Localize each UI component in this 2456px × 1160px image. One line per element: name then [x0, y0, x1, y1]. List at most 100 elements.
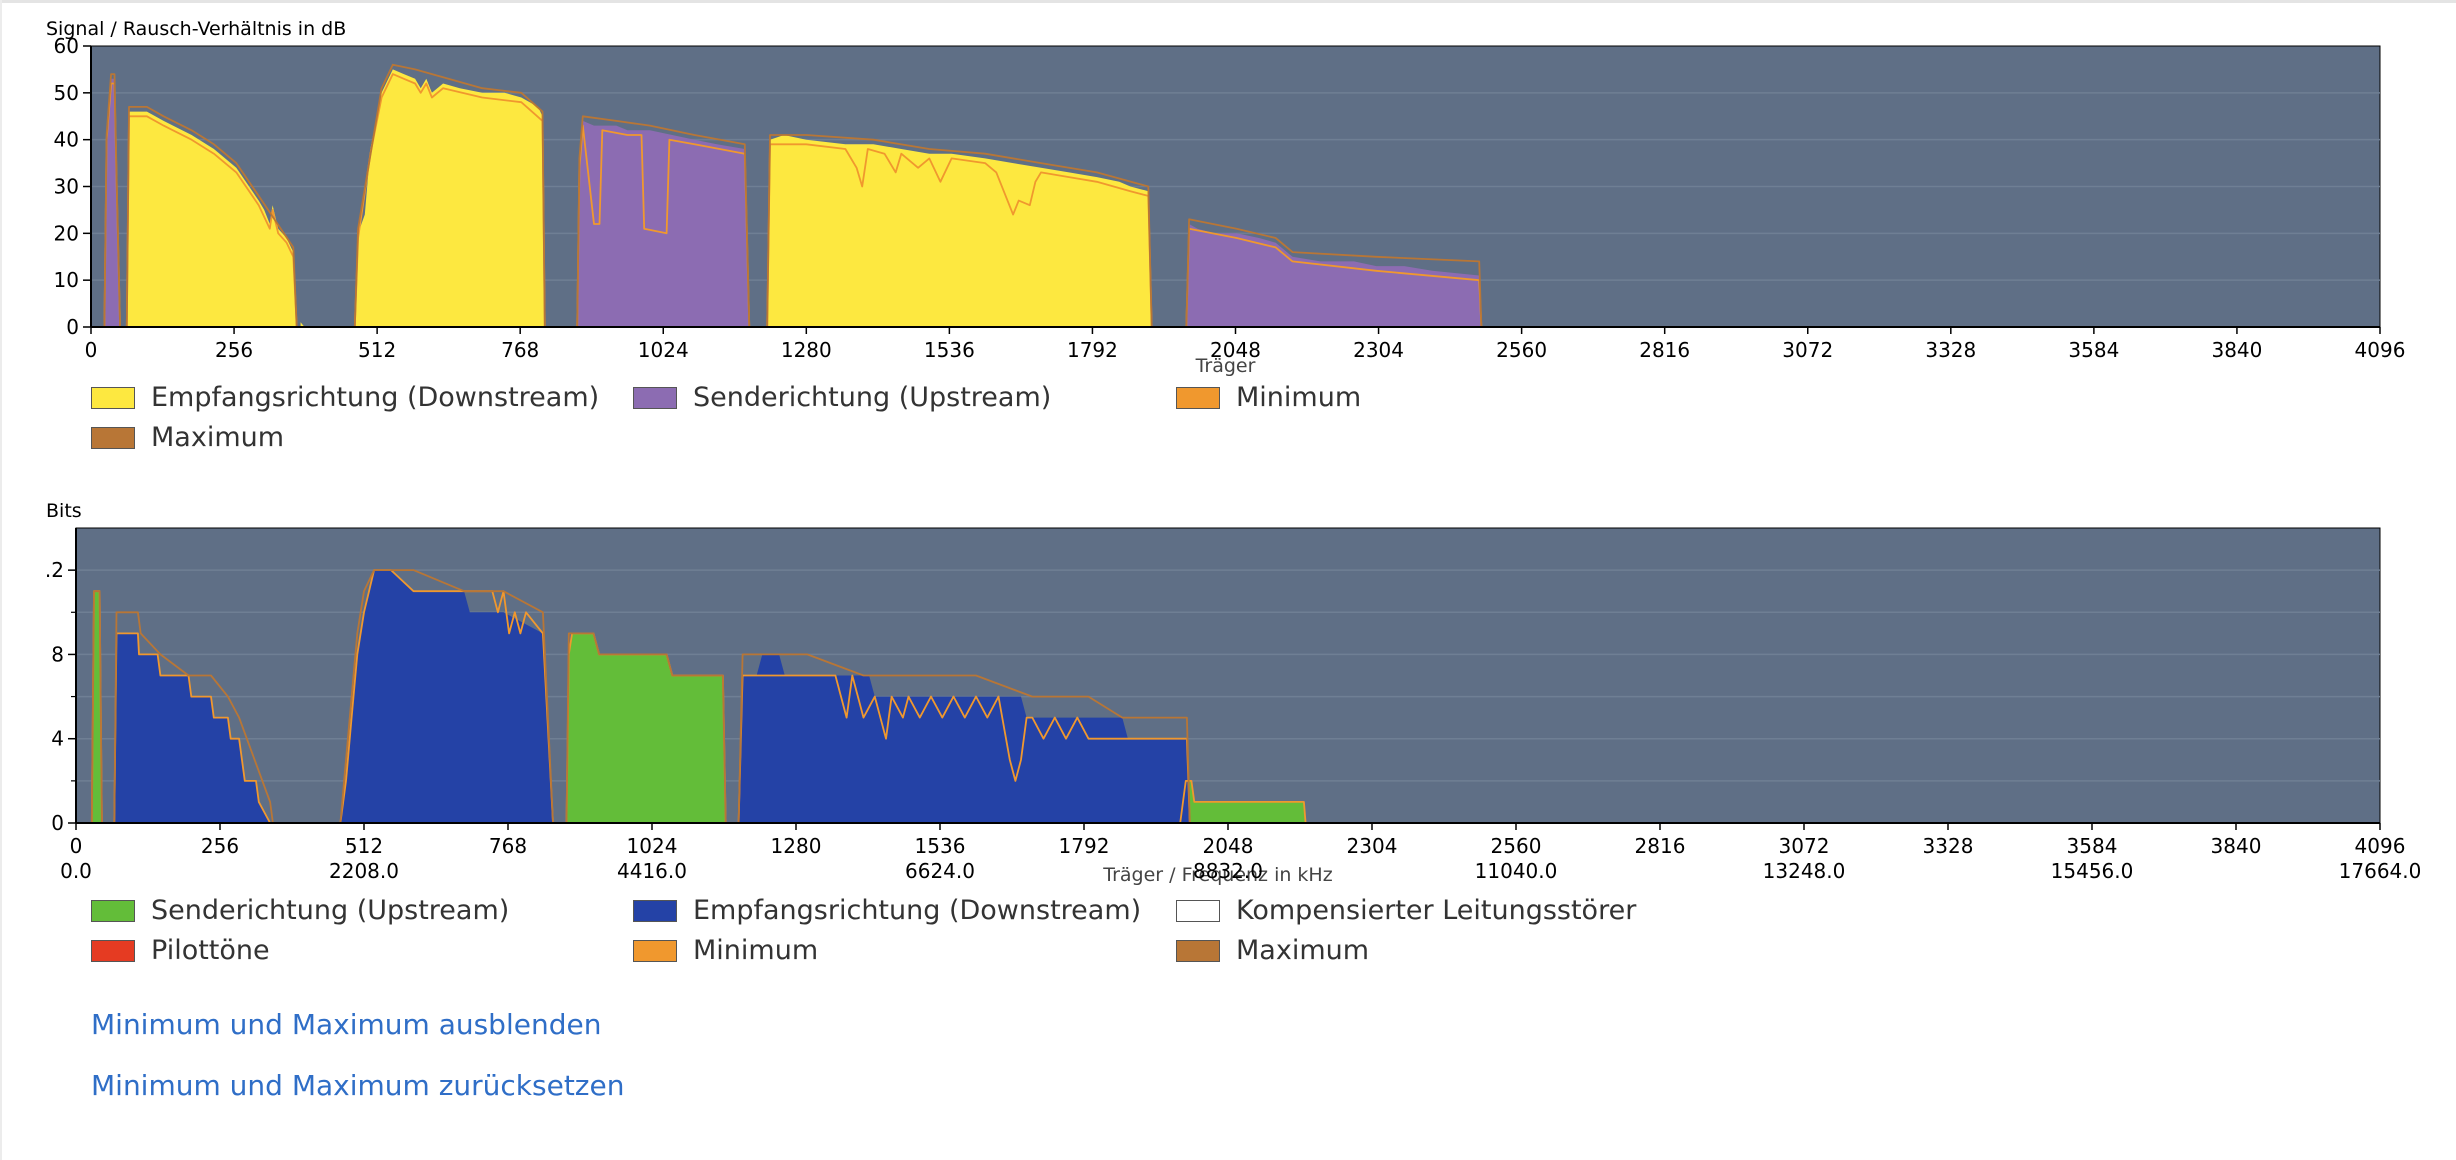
y-tick-label: 30: [54, 175, 79, 199]
y-tick-label: 40: [54, 128, 79, 152]
x-tick-label: 1792: [1067, 338, 1118, 362]
y-tick-label: .2: [45, 558, 64, 582]
legend-swatch: [633, 939, 677, 962]
y-axis-label: Bits: [46, 500, 82, 522]
x-tick-label: 512: [345, 834, 383, 858]
y-tick-label: 10: [54, 268, 79, 292]
legend-item: Maximum: [91, 422, 284, 453]
legend-swatch: [1176, 939, 1220, 962]
area-upstream_snr: [577, 120, 750, 328]
x-tick-label: 3584: [2068, 338, 2119, 362]
legend-item: Minimum: [633, 935, 818, 966]
legend-swatch: [91, 426, 135, 449]
y-tick-label: 60: [54, 34, 79, 58]
reset-minmax-link[interactable]: Minimum und Maximum zurücksetzen: [91, 1069, 625, 1102]
freq-tick-label: 11040.0: [1475, 859, 1558, 883]
x-tick-label: 4096: [2355, 834, 2406, 858]
legend-label: Minimum: [1236, 382, 1362, 413]
legend-item: Empfangsrichtung (Downstream): [91, 382, 599, 413]
x-tick-label: 3072: [1782, 338, 1833, 362]
x-tick-label: 2560: [1496, 338, 1547, 362]
x-tick-label: 256: [201, 834, 239, 858]
x-tick-label: 2560: [1491, 834, 1542, 858]
legend-label: Minimum: [693, 935, 819, 966]
y-tick-label: 50: [54, 81, 79, 105]
top-border: [0, 0, 2456, 3]
freq-tick-label: 8832.0: [1193, 859, 1263, 883]
x-tick-label: 2048: [1203, 834, 1254, 858]
freq-tick-label: 13248.0: [1763, 859, 1846, 883]
area-downstream_snr: [126, 111, 297, 327]
y-tick-label: 0: [51, 811, 64, 835]
legend-swatch: [633, 899, 677, 922]
x-tick-label: 256: [215, 338, 253, 362]
x-tick-label: 2048: [1210, 338, 1261, 362]
legend-label: Kompensierter Leitungsstörer: [1236, 895, 1637, 926]
x-tick-label: 1536: [915, 834, 966, 858]
freq-tick-label: 15456.0: [2051, 859, 2134, 883]
y-tick-label: 8: [51, 642, 64, 666]
legend-item: Senderichtung (Upstream): [633, 382, 1051, 413]
legend-swatch: [91, 899, 135, 922]
legend-item: Senderichtung (Upstream): [91, 895, 509, 926]
area-downstream_bits: [340, 570, 553, 823]
legend-item: Kompensierter Leitungsstörer: [1176, 895, 1636, 926]
area-upstream_snr: [1186, 224, 1482, 327]
legend-label: Senderichtung (Upstream): [693, 382, 1052, 413]
x-tick-label: 3584: [2067, 834, 2118, 858]
legend-label: Senderichtung (Upstream): [151, 895, 510, 926]
snr-chart: 0 256 512 768 1024 1280 1536 1792 2048 2304 2560 28…: [46, 18, 2405, 377]
x-tick-label: 3328: [1923, 834, 1974, 858]
legend-item: Minimum: [1176, 382, 1361, 413]
x-tick-label: 1792: [1059, 834, 1110, 858]
x-tick-label: 3840: [2211, 834, 2262, 858]
freq-tick-label: 4416.0: [617, 859, 687, 883]
legend-label: Empfangsrichtung (Downstream): [693, 895, 1142, 926]
legend-item: Empfangsrichtung (Downstream): [633, 895, 1141, 926]
freq-tick-label: 2208.0: [329, 859, 399, 883]
x-tick-label: 4096: [2355, 338, 2406, 362]
x-tick-label: 1536: [924, 338, 975, 362]
legend-swatch: [91, 386, 135, 409]
x-tick-label: 2816: [1639, 338, 1690, 362]
legend-label: Maximum: [1236, 935, 1370, 966]
legend-label: Maximum: [151, 422, 285, 453]
area-downstream_snr: [300, 322, 305, 327]
bits-chart: 0 256 512 768 1024 1280 1536 1792 2048 2304 2560 28…: [45, 500, 2421, 886]
area-upstream_bits: [566, 633, 726, 823]
freq-tick-label: 17664.0: [2339, 859, 2422, 883]
area-downstream_snr: [354, 69, 545, 328]
x-tick-label: 3840: [2211, 338, 2262, 362]
legend-swatch: [91, 939, 135, 962]
area-downstream_bits: [738, 654, 1190, 823]
x-tick-label: 2816: [1635, 834, 1686, 858]
freq-tick-label: 6624.0: [905, 859, 975, 883]
x-tick-label: 768: [489, 834, 527, 858]
left-border: [0, 0, 2, 1160]
x-tick-label: 0: [70, 834, 83, 858]
y-tick-label: 20: [54, 221, 79, 245]
hide-minmax-link[interactable]: Minimum und Maximum ausblenden: [91, 1008, 602, 1041]
x-tick-label: 512: [358, 338, 396, 362]
legend-swatch: [633, 386, 677, 409]
x-tick-label: 2304: [1353, 338, 1404, 362]
x-tick-label: 3328: [1925, 338, 1976, 362]
area-upstream_snr: [104, 78, 121, 327]
line-minimum: [103, 73, 1483, 328]
area-downstream_bits: [114, 633, 271, 823]
x-tick-label: 1024: [627, 834, 678, 858]
x-axis-label: Träger: [1195, 355, 1256, 377]
legend-item: Maximum: [1176, 935, 1369, 966]
x-axis-label: Träger / Frequenz in kHz: [1102, 864, 1332, 886]
x-tick-label: 1024: [638, 338, 689, 362]
line-maximum: [90, 569, 1191, 824]
y-tick-label: 0: [66, 315, 79, 339]
x-tick-label: 0: [85, 338, 98, 362]
legend-label: Pilottöne: [151, 935, 270, 966]
legend-swatch: [1176, 899, 1220, 922]
y-axis-label: Signal / Rausch-Verhältnis in dB: [46, 18, 346, 40]
x-tick-label: 3072: [1779, 834, 1830, 858]
legend-label: Empfangsrichtung (Downstream): [151, 382, 600, 413]
freq-tick-label: 0.0: [60, 859, 92, 883]
charts-canvas: 0 256 512 768 1024 1280 1536 1792 2048 2304 2560 28…: [45, 18, 2421, 886]
